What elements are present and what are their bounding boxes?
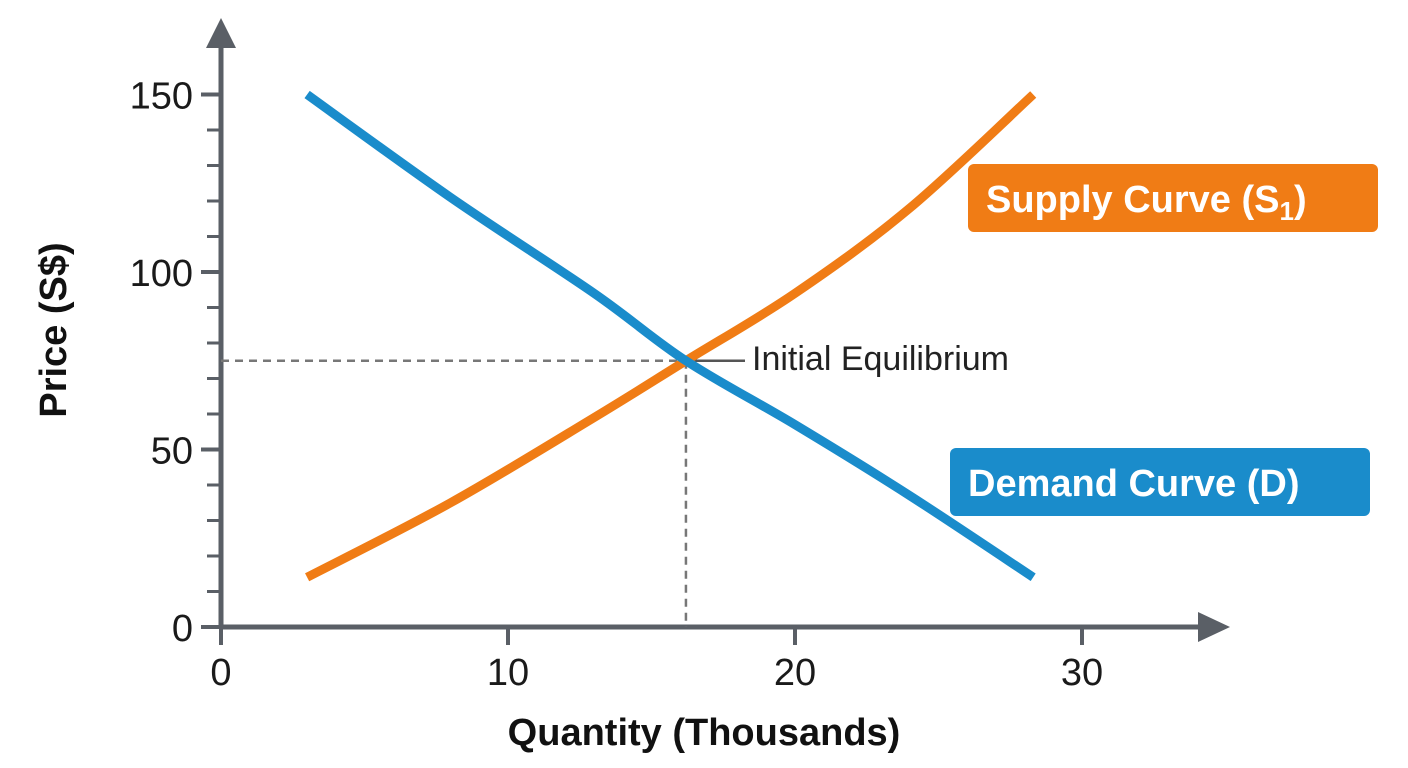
supply-legend-label: Supply Curve (S1) [986,179,1307,226]
axes [201,18,1230,645]
y-axis-title: Price (S$) [33,242,75,417]
y-tick-label: 100 [130,253,193,295]
x-tick-label: 30 [1061,652,1103,694]
supply-legend-badge [968,164,1378,232]
equilibrium-annotation: Initial Equilibrium [752,340,1009,378]
demand-legend-label: Demand Curve (D) [968,463,1300,505]
x-tick-label: 20 [774,652,816,694]
y-tick-label: 0 [172,608,193,650]
supply-legend-subscript: 1 [1280,196,1294,226]
series-layer [304,90,1037,582]
x-tick-labels: 0 10 20 30 [210,652,1103,694]
y-tick-labels: 0 50 100 150 [130,76,193,651]
supply-legend-close: ) [1294,179,1307,221]
y-axis-arrow [206,18,236,48]
y-tick-label: 150 [130,76,193,118]
demand-curve [304,90,1036,582]
demand-legend: Demand Curve (D) [950,448,1370,516]
supply-legend-main: Supply Curve (S [986,179,1280,221]
x-axis-arrow [1198,612,1230,642]
supply-legend: Supply Curve (S1) [968,164,1378,232]
x-tick-label: 10 [487,652,529,694]
x-tick-label: 0 [210,652,231,694]
x-axis-title: Quantity (Thousands) [508,712,901,754]
equilibrium-guides [221,359,745,627]
y-tick-label: 50 [151,431,193,473]
demand-legend-badge [950,448,1370,516]
